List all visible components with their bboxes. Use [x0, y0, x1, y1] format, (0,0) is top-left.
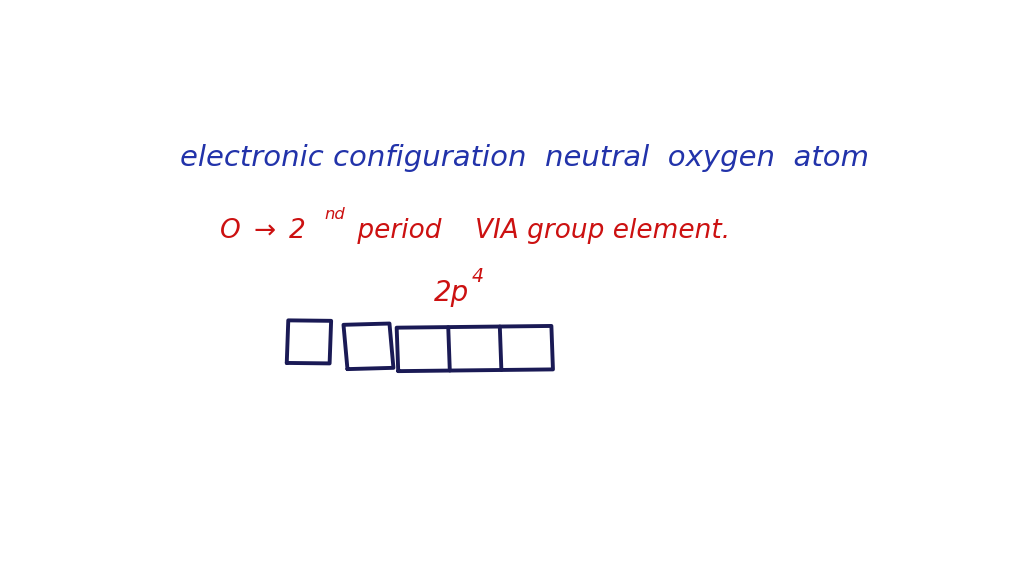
- Text: nd: nd: [325, 207, 345, 222]
- Text: period    VIA group element.: period VIA group element.: [348, 218, 730, 244]
- Text: electronic configuration  neutral  oxygen  atom: electronic configuration neutral oxygen …: [180, 144, 869, 172]
- Text: 2p: 2p: [433, 279, 469, 307]
- Text: 4: 4: [472, 267, 483, 286]
- Text: O $\rightarrow$ 2: O $\rightarrow$ 2: [219, 218, 306, 244]
